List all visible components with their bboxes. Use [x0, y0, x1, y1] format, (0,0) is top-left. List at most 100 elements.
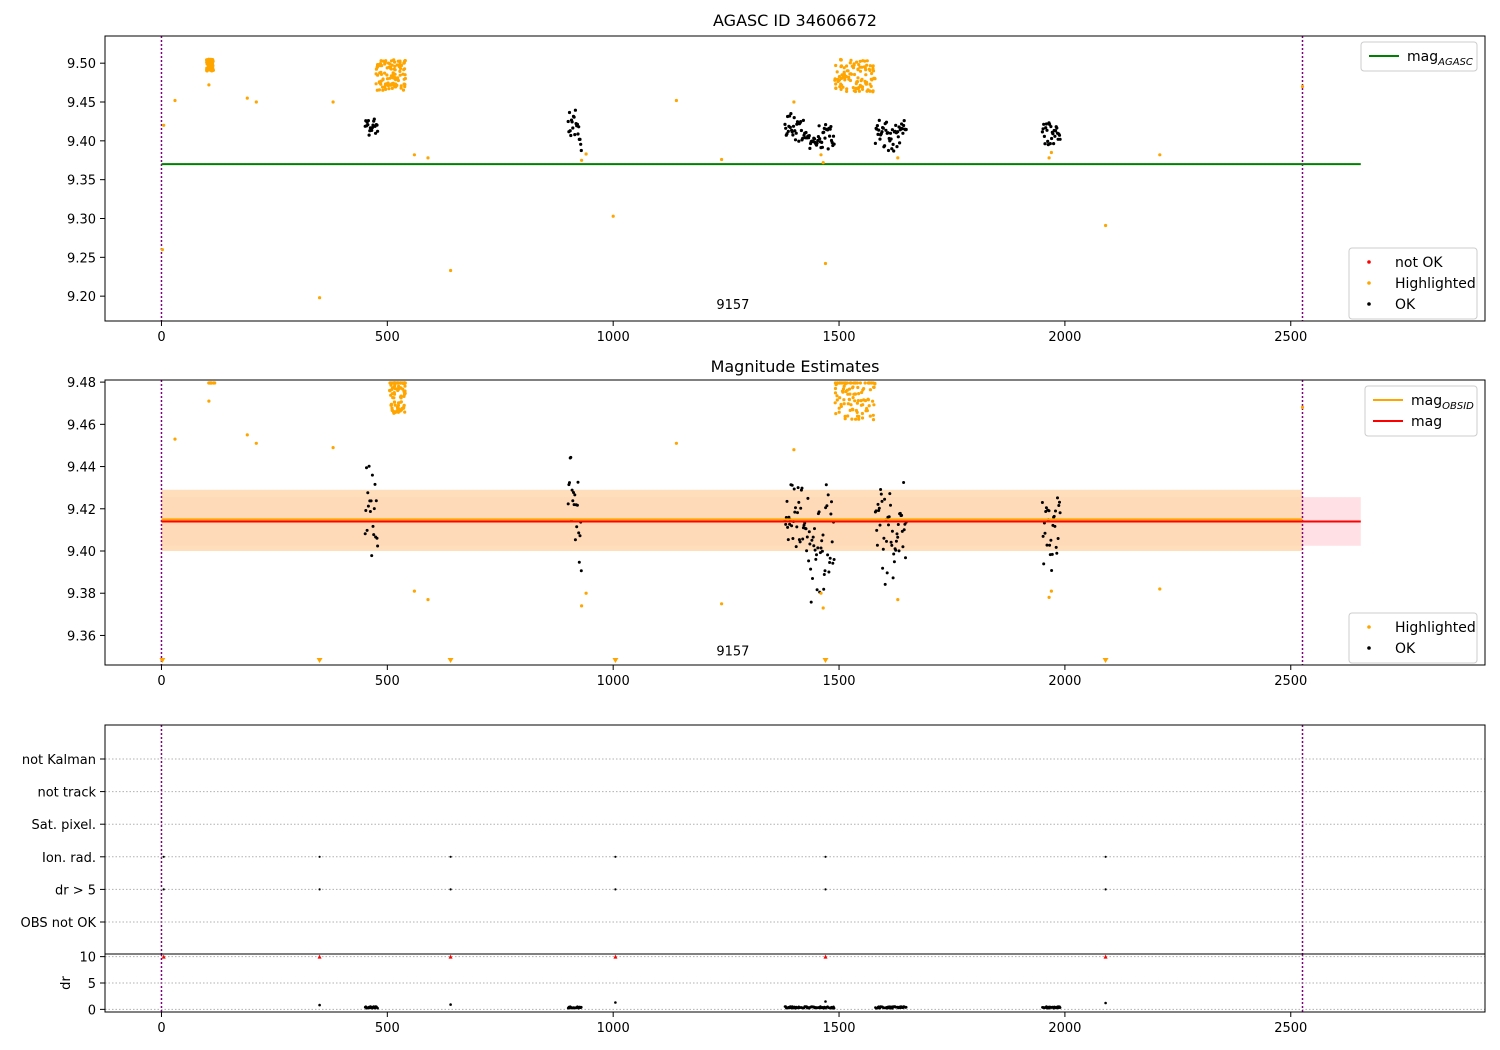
ok-point [1040, 130, 1044, 134]
highlighted-point [402, 406, 406, 410]
flag-category-label: OBS not OK [21, 916, 97, 931]
ok-point [817, 510, 821, 514]
highlighted-point [331, 446, 335, 450]
ok-point [364, 509, 368, 512]
dr-flagged-marker [448, 954, 453, 959]
ok-point [1049, 538, 1053, 542]
dr-point [614, 1001, 617, 1004]
legend-dot-marker [1367, 260, 1371, 264]
ok-point [571, 126, 575, 130]
legend-box [1360, 41, 1478, 72]
ok-point [794, 506, 797, 510]
flag-point [824, 855, 827, 858]
ok-point [896, 135, 900, 139]
highlighted-point [401, 381, 405, 385]
ok-point [788, 114, 792, 118]
x-tick-label: 2500 [1274, 674, 1307, 689]
highlighted-point [842, 398, 846, 402]
ok-point [805, 549, 809, 553]
ok-point [1044, 122, 1048, 126]
highlighted-point [674, 441, 679, 445]
y-tick-label: 9.45 [67, 96, 96, 111]
ok-point [900, 127, 904, 131]
highlighted-point [845, 87, 849, 91]
highlighted-point [377, 80, 381, 85]
highlighted-point [402, 61, 406, 65]
highlighted-point [398, 386, 402, 390]
ok-point [568, 481, 571, 485]
ok-point [891, 576, 895, 580]
ok-point [877, 509, 881, 512]
ok-point [368, 510, 372, 513]
ok-point [576, 132, 580, 136]
highlighted-point [844, 74, 848, 79]
ok-point [798, 540, 802, 544]
highlighted-point [210, 69, 214, 73]
ok-point [365, 466, 368, 470]
ok-point [1058, 511, 1062, 515]
out-of-range-marker [316, 658, 323, 663]
ok-point [828, 127, 832, 131]
ok-point [826, 493, 830, 497]
highlighted-point [858, 59, 862, 64]
highlighted-point [1300, 84, 1305, 89]
ok-point [875, 528, 879, 532]
ok-point [370, 126, 374, 130]
highlighted-point [866, 398, 871, 402]
highlighted-point [833, 77, 837, 81]
highlighted-point [403, 76, 407, 81]
ok-point [829, 125, 833, 129]
highlighted-point [580, 604, 584, 608]
ok-point [786, 129, 790, 133]
highlighted-point [720, 157, 724, 162]
highlighted-point [396, 401, 401, 405]
highlighted-point [843, 414, 847, 418]
highlighted-point [871, 89, 875, 93]
ok-point [876, 132, 880, 136]
highlighted-point [841, 85, 845, 89]
ok-point [885, 539, 888, 543]
ok-point [894, 548, 898, 552]
highlighted-point [393, 85, 397, 89]
highlighted-point [1300, 405, 1305, 409]
highlighted-point [872, 76, 876, 80]
ok-point [1045, 543, 1049, 547]
x-tick-label: 2000 [1048, 674, 1081, 689]
highlighted-point [847, 77, 851, 81]
highlighted-point [819, 591, 823, 595]
highlighted-point [1049, 150, 1053, 155]
highlighted-point [212, 381, 216, 385]
highlighted-point [398, 69, 402, 73]
flag-point [449, 888, 452, 891]
ok-point [877, 506, 881, 510]
highlighted-point [846, 414, 850, 418]
ok-point [577, 531, 581, 535]
highlighted-point [395, 76, 399, 80]
highlighted-point [399, 400, 403, 404]
ok-point [878, 137, 882, 141]
ok-point [1041, 534, 1045, 538]
ok-point [793, 510, 797, 514]
ok-point [889, 137, 893, 141]
ok-point [1058, 137, 1062, 141]
dr-flagged-marker [1103, 954, 1108, 959]
x-tick-label: 2500 [1274, 1021, 1307, 1036]
highlighted-point [205, 58, 209, 62]
highlighted-point [845, 64, 849, 68]
highlighted-point [403, 67, 407, 71]
highlighted-point [393, 387, 397, 391]
ok-point [1057, 133, 1062, 137]
highlighted-point [412, 589, 416, 593]
highlighted-point [580, 158, 584, 162]
legend-dot-marker [1367, 625, 1371, 629]
highlighted-point [857, 63, 861, 67]
ok-point [573, 133, 577, 137]
ok-point [1053, 129, 1058, 133]
highlighted-point [403, 384, 407, 388]
ok-point [1045, 128, 1049, 132]
ok-point [881, 566, 885, 570]
ok-point [804, 527, 808, 531]
ok-point [1050, 569, 1054, 572]
highlighted-point [394, 410, 398, 414]
ok-point [374, 131, 378, 135]
